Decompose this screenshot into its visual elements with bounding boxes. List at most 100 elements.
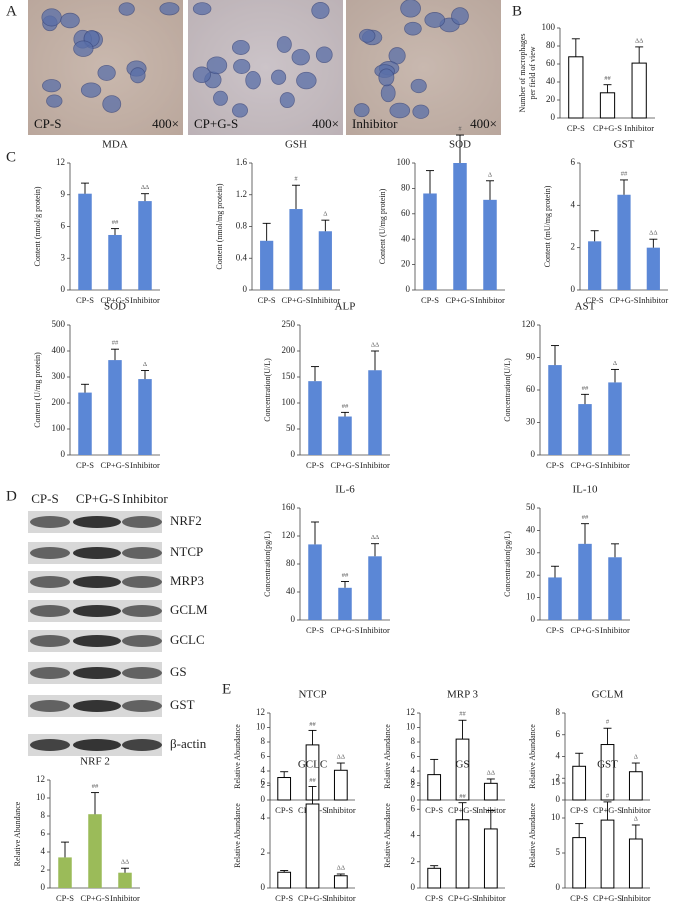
nucleus	[412, 104, 430, 119]
bar	[548, 577, 562, 620]
nucleus	[192, 2, 212, 16]
nucleus	[404, 21, 422, 36]
y-tick-label: 6	[411, 751, 416, 761]
nucleus	[451, 7, 469, 25]
bar	[118, 872, 132, 888]
nucleus	[192, 66, 211, 83]
y-tick-label: 4	[41, 846, 46, 856]
y-tick-label: 30	[526, 417, 536, 427]
x-tick-label: Inhibitor	[130, 295, 160, 305]
y-tick-label: 6	[411, 803, 416, 813]
error-bar	[308, 786, 317, 804]
panel-label: A	[6, 3, 17, 19]
bar	[572, 837, 587, 889]
error-bar	[486, 778, 495, 784]
error-bar	[371, 350, 379, 371]
nucleus	[291, 48, 310, 66]
error-bar	[649, 238, 658, 248]
chart-title: AST	[575, 301, 596, 313]
x-tick-label: CP+G-S	[593, 893, 622, 903]
significance-mark: ΔΔ	[337, 864, 345, 871]
nucleus	[276, 36, 292, 53]
significance-mark: #	[606, 792, 610, 799]
blot-band	[122, 635, 162, 647]
y-tick-label: 100	[397, 157, 411, 167]
significance-mark: Δ	[613, 360, 617, 367]
y-axis-label: Concentration(U/L)	[503, 358, 512, 422]
y-tick-label: 6	[261, 751, 266, 761]
significance-mark: ΔΔ	[371, 534, 379, 541]
significance-mark: ##	[112, 219, 119, 226]
significance-mark: ##	[309, 721, 316, 728]
bar	[289, 209, 303, 290]
significance-mark: ##	[459, 711, 466, 718]
error-bar	[336, 762, 345, 771]
nucleus	[271, 69, 287, 85]
x-tick-label: CP+G-S	[331, 460, 360, 470]
error-bar	[603, 801, 612, 821]
blot-band	[30, 547, 70, 559]
y-tick-label: 8	[41, 810, 46, 820]
chart-title: GST	[614, 139, 635, 151]
chart-title: ALP	[335, 301, 356, 313]
y-tick-label: 0	[411, 794, 416, 804]
y-tick-label: 250	[282, 319, 296, 329]
significance-mark: ΔΔ	[635, 37, 643, 44]
significance-mark: ΔΔ	[337, 754, 345, 761]
y-tick-label: 50	[526, 502, 536, 512]
y-tick-label: 8	[411, 777, 416, 787]
x-tick-label: CP+G-S	[446, 295, 475, 305]
y-tick-label: 6	[571, 157, 576, 167]
bar	[108, 360, 122, 455]
y-tick-label: 100	[282, 397, 296, 407]
significance-mark: ##	[582, 385, 589, 392]
y-tick-label: 0	[551, 112, 556, 122]
x-tick-label: Inhibitor	[360, 460, 390, 470]
x-tick-label: CP-S	[546, 625, 564, 635]
y-tick-label: 4	[411, 765, 416, 775]
error-bar	[81, 182, 89, 194]
bar	[318, 231, 332, 290]
x-tick-label: CP-S	[546, 460, 564, 470]
x-tick-label: Inhibitor	[110, 893, 140, 903]
blot-band	[30, 635, 70, 647]
blot-band	[73, 700, 121, 712]
y-tick-label: 4	[411, 830, 416, 840]
x-tick-label: CP-S	[570, 893, 588, 903]
error-bar	[486, 810, 495, 829]
nucleus	[60, 12, 80, 29]
y-axis-label: Concentration(pg/L)	[263, 531, 272, 597]
error-bar	[308, 729, 317, 745]
y-tick-label: 4	[556, 751, 561, 761]
y-tick-label: 6	[261, 777, 266, 787]
nucleus	[353, 103, 370, 118]
y-tick-label: 0	[291, 449, 296, 459]
x-tick-label: CP-S	[306, 460, 324, 470]
chart-title: MDA	[102, 139, 128, 151]
bar	[548, 365, 562, 455]
bar	[138, 379, 152, 455]
x-tick-label: Inhibitor	[326, 893, 356, 903]
y-tick-label: 20	[546, 94, 556, 104]
nucleus	[46, 94, 63, 108]
bar	[568, 56, 584, 119]
panel-label: E	[222, 681, 231, 697]
y-tick-label: 20	[401, 259, 411, 269]
bar	[578, 404, 592, 455]
y-axis-label: Relative Abundance	[528, 803, 537, 868]
x-tick-label: Inhibitor	[475, 295, 505, 305]
y-tick-label: 15	[551, 777, 561, 787]
y-tick-label: 60	[401, 208, 411, 218]
nucleus	[296, 71, 317, 90]
x-tick-label: CP+G-S	[331, 625, 360, 635]
blot-band	[122, 605, 162, 617]
significance-mark: ##	[604, 75, 611, 82]
y-tick-label: 9	[61, 189, 66, 199]
blot-column-label: CP+G-S	[76, 491, 120, 506]
blot-row-label: MRP3	[170, 573, 204, 588]
nucleus	[400, 0, 421, 18]
error-bar	[111, 228, 119, 235]
y-axis-label: Relative Abundance	[383, 724, 392, 789]
y-tick-label: 40	[286, 586, 296, 596]
y-axis-label: Relative Abundance	[383, 803, 392, 868]
